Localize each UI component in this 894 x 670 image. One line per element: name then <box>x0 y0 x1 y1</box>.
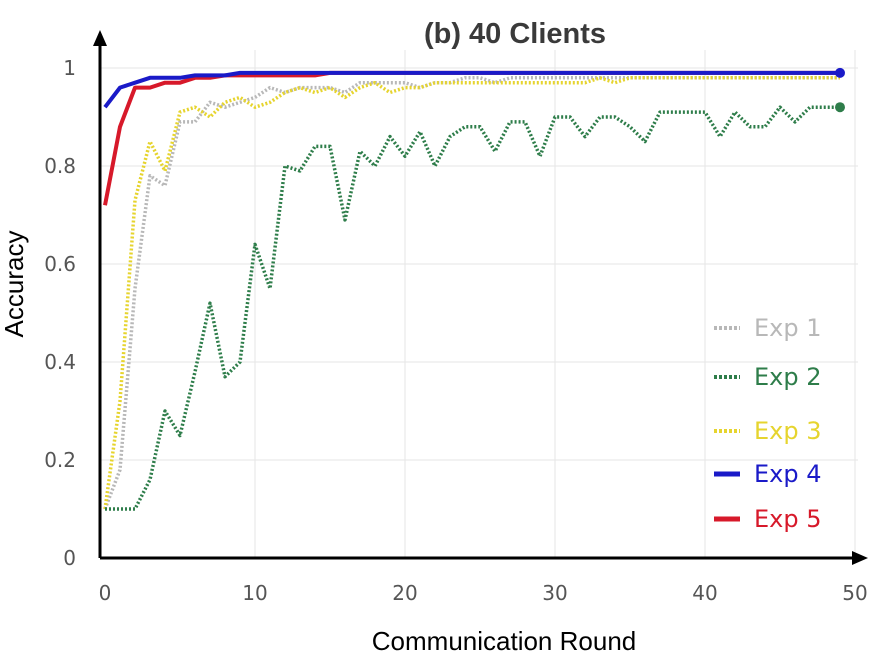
series-line-1 <box>103 76 840 510</box>
series-end-marker-4 <box>835 67 845 78</box>
legend-label-1: Exp 1 <box>754 314 822 342</box>
series-line-3 <box>103 76 840 510</box>
legend-label-4: Exp 4 <box>754 460 822 488</box>
y-tick-label: 0 <box>63 546 76 570</box>
series-lines <box>103 67 845 511</box>
series-end-marker-2 <box>835 102 845 113</box>
legend-label-3: Exp 3 <box>754 417 822 445</box>
x-tick-label: 10 <box>242 581 267 605</box>
series-line-4 <box>103 70 840 109</box>
y-tick-label: 0.4 <box>44 350 76 374</box>
x-tick-label: 30 <box>542 581 567 605</box>
legend-label-2: Exp 2 <box>754 363 822 391</box>
legend-label-5: Exp 5 <box>754 505 822 533</box>
axes <box>93 30 868 565</box>
y-axis-label: Accuracy <box>0 231 29 338</box>
y-tick-label: 0.6 <box>44 252 76 276</box>
tick-labels: 0 10 20 30 40 50 0 0.2 0.4 0.6 0.8 1 <box>44 56 868 605</box>
y-tick-label: 0.2 <box>44 448 76 472</box>
series-line-5 <box>103 70 840 206</box>
x-tick-label: 40 <box>692 581 717 605</box>
y-axis-arrow-icon <box>93 30 107 46</box>
legend: Exp 1 Exp 2 Exp 3 Exp 4 Exp 5 <box>714 314 822 533</box>
x-tick-label: 0 <box>99 581 112 605</box>
series-line-2 <box>105 105 840 511</box>
x-axis-arrow-icon <box>852 551 868 565</box>
x-axis-label: Communication Round <box>372 626 636 656</box>
x-tick-label: 20 <box>392 581 417 605</box>
y-tick-label: 0.8 <box>44 154 76 178</box>
grid-lines <box>100 50 858 559</box>
y-tick-label: 1 <box>63 56 76 80</box>
x-tick-label: 50 <box>842 581 867 605</box>
chart-title: (b) 40 Clients <box>424 18 606 50</box>
